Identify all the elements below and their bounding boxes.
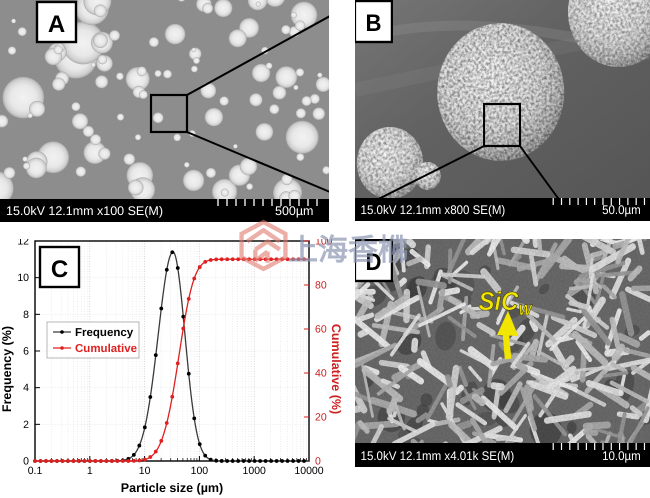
svg-text:15.0kV 12.1mm x4.01k SE(M): 15.0kV 12.1mm x4.01k SE(M): [361, 449, 515, 463]
svg-text:B: B: [365, 10, 381, 37]
svg-text:50.0µm: 50.0µm: [602, 203, 641, 217]
svg-text:0: 0: [315, 456, 321, 468]
svg-text:20: 20: [315, 412, 327, 424]
svg-text:6: 6: [23, 346, 29, 358]
svg-text:Cumulative (%): Cumulative (%): [329, 324, 343, 414]
svg-text:A: A: [48, 11, 65, 38]
svg-text:0: 0: [23, 456, 29, 468]
svg-text:Cumulative: Cumulative: [75, 343, 137, 355]
svg-text:1: 1: [87, 465, 93, 477]
svg-text:8: 8: [23, 309, 29, 321]
svg-text:Particle size (µm): Particle size (µm): [121, 481, 223, 495]
svg-text:60: 60: [315, 324, 327, 336]
svg-text:10: 10: [139, 465, 151, 477]
svg-text:2: 2: [23, 419, 29, 431]
svg-text:10: 10: [17, 272, 29, 284]
svg-text:15.0kV 12.1mm x100 SE(M): 15.0kV 12.1mm x100 SE(M): [6, 204, 163, 218]
svg-text:D: D: [365, 249, 381, 276]
svg-text:80: 80: [315, 280, 327, 292]
svg-text:10.0µm: 10.0µm: [602, 449, 641, 463]
svg-text:100: 100: [315, 239, 333, 248]
svg-text:15.0kV 12.1mm x800 SE(M): 15.0kV 12.1mm x800 SE(M): [361, 203, 506, 217]
svg-text:C: C: [51, 256, 68, 283]
svg-text:1000: 1000: [243, 465, 267, 477]
svg-text:12: 12: [17, 239, 29, 248]
svg-text:40: 40: [315, 368, 327, 380]
svg-text:Frequency (%): Frequency (%): [0, 326, 14, 412]
svg-text:0.1: 0.1: [28, 465, 43, 477]
svg-text:500µm: 500µm: [275, 204, 313, 218]
svg-text:Frequency: Frequency: [75, 327, 134, 339]
svg-text:100: 100: [191, 465, 209, 477]
svg-text:4: 4: [23, 382, 29, 394]
